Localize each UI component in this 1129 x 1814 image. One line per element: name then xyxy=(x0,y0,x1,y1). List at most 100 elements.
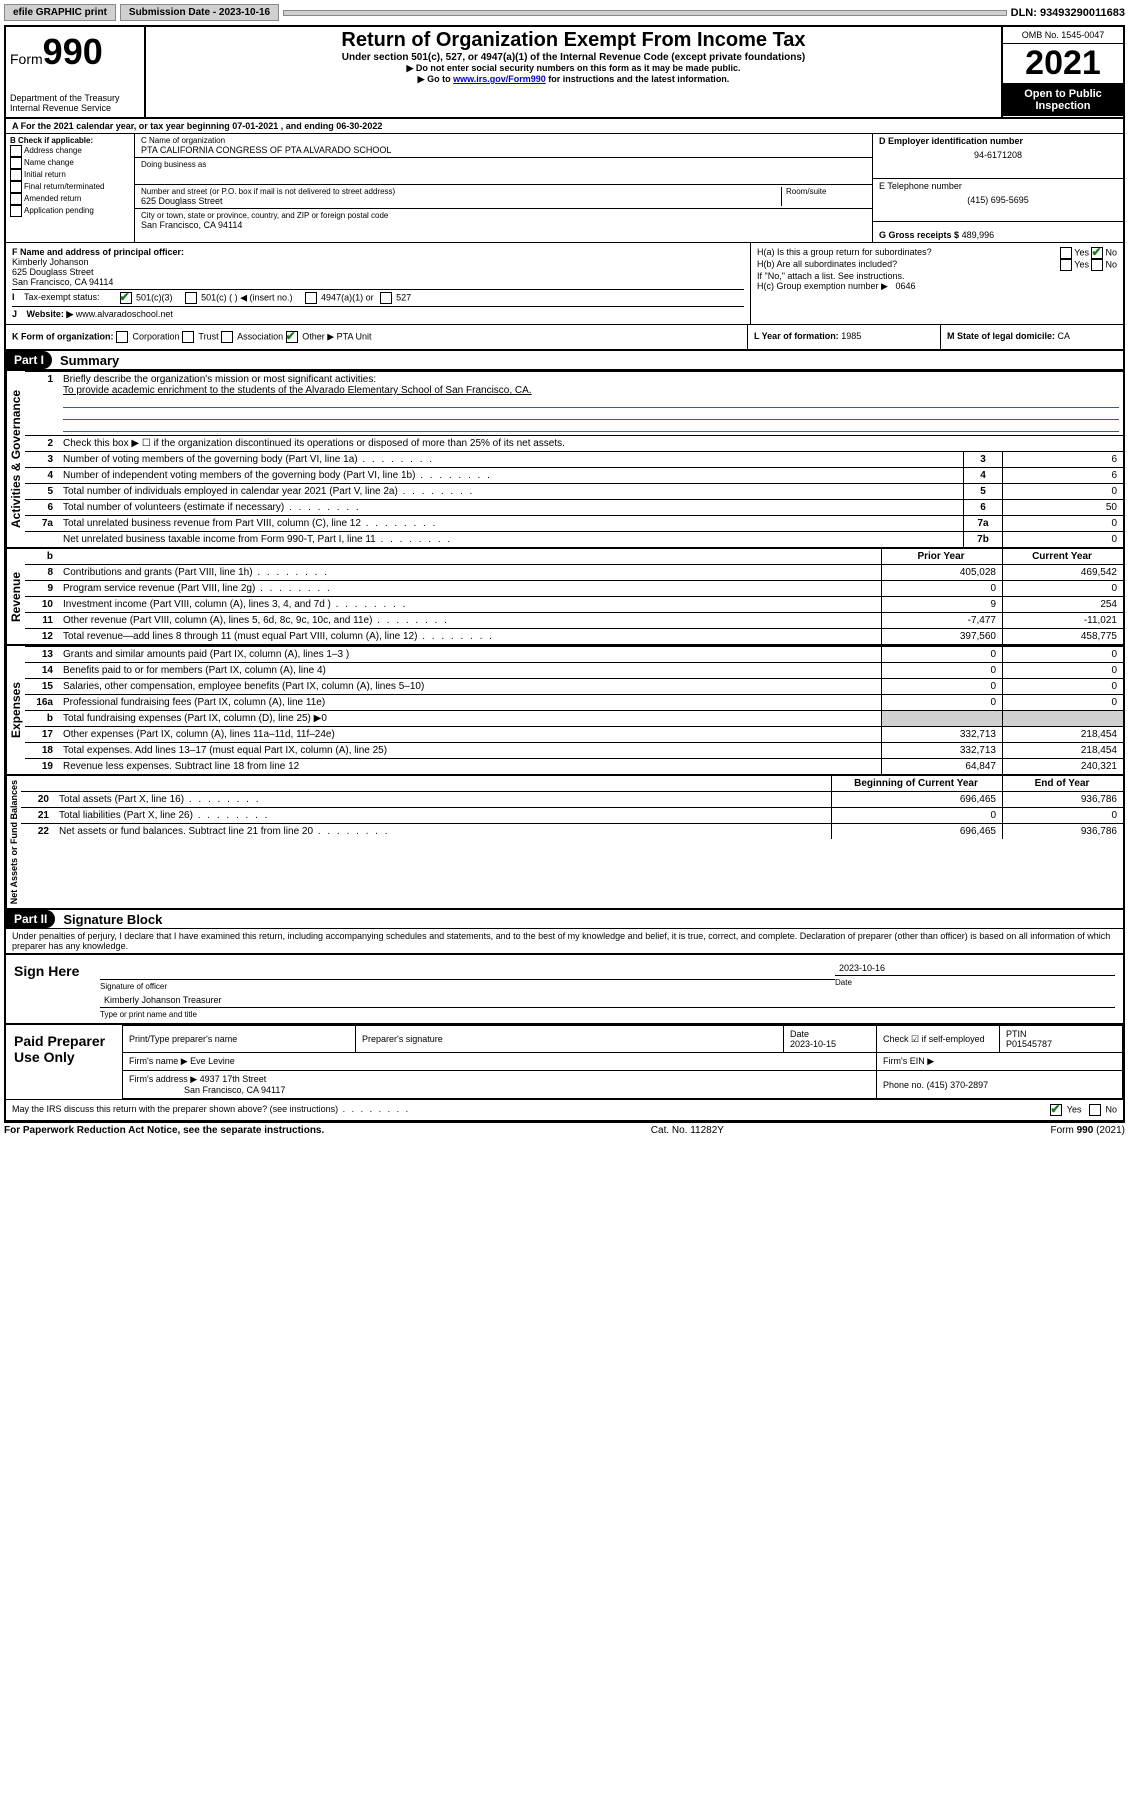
firm-addr2: San Francisco, CA 94117 xyxy=(184,1085,285,1095)
checkbox-527[interactable] xyxy=(380,292,392,304)
firm-name-label: Firm's name ▶ xyxy=(129,1056,188,1066)
sig-date-label: Date xyxy=(835,978,1115,987)
sign-block: Sign Here Signature of officer 2023-10-1… xyxy=(6,953,1123,1023)
ha-yes[interactable] xyxy=(1060,247,1072,259)
k-other[interactable] xyxy=(286,331,298,343)
declaration: Under penalties of perjury, I declare th… xyxy=(6,928,1123,953)
topbar: efile GRAPHIC print Submission Date - 20… xyxy=(4,4,1125,21)
sig-date-val: 2023-10-16 xyxy=(835,961,1115,976)
b-item-3: Final return/terminated xyxy=(24,182,104,191)
k-other-val: PTA Unit xyxy=(337,331,372,341)
m-value: CA xyxy=(1058,331,1071,341)
vert-activities: Activities & Governance xyxy=(6,371,25,547)
org-name: PTA CALIFORNIA CONGRESS OF PTA ALVARADO … xyxy=(141,145,866,155)
k-label: K Form of organization: xyxy=(12,331,114,341)
submission-date: Submission Date - 2023-10-16 xyxy=(120,4,279,21)
b-item-0: Address change xyxy=(24,146,82,155)
note2-suffix: for instructions and the latest informat… xyxy=(546,74,730,84)
hb-yes[interactable] xyxy=(1060,259,1072,271)
gross-receipts: 489,996 xyxy=(962,230,995,240)
vert-netassets: Net Assets or Fund Balances xyxy=(6,776,21,908)
checkbox-501c3[interactable] xyxy=(120,292,132,304)
ha-no-label: No xyxy=(1105,247,1117,257)
col-prior: Prior Year xyxy=(882,549,1003,564)
checkbox-amended[interactable] xyxy=(10,193,22,205)
section-c: C Name of organization PTA CALIFORNIA CO… xyxy=(135,134,872,242)
exp-section: Expenses 13Grants and similar amounts pa… xyxy=(6,644,1123,774)
prep-date-label: Date xyxy=(790,1029,809,1039)
form-header: Form990 Department of the Treasury Inter… xyxy=(6,27,1123,119)
footer: For Paperwork Reduction Act Notice, see … xyxy=(4,1122,1125,1136)
footer-center: Cat. No. 11282Y xyxy=(651,1125,724,1136)
l2-text: Check this box ▶ ☐ if the organization d… xyxy=(59,436,1123,452)
addr-label: Number and street (or P.O. box if mail i… xyxy=(141,187,781,196)
part1-title: Summary xyxy=(52,353,119,368)
hc-label: H(c) Group exemption number ▶ xyxy=(757,281,888,291)
e-label: E Telephone number xyxy=(879,181,1117,191)
checkbox-name[interactable] xyxy=(10,157,22,169)
i-label: I xyxy=(12,292,24,304)
501c3-label: 501(c)(3) xyxy=(136,292,173,302)
footer-right: Form 990 (2021) xyxy=(1051,1125,1125,1136)
form-prefix: Form xyxy=(10,51,43,67)
b-item-2: Initial return xyxy=(24,170,66,179)
form-container: Form990 Department of the Treasury Inter… xyxy=(4,25,1125,1122)
prep-date: 2023-10-15 xyxy=(790,1039,836,1049)
header-center: Return of Organization Exempt From Incom… xyxy=(146,27,1001,117)
a-line-text: For the 2021 calendar year, or tax year … xyxy=(21,121,383,131)
sig-name: Kimberly Johanson Treasurer xyxy=(100,993,1115,1008)
col-end: End of Year xyxy=(1003,776,1124,791)
checkbox-4947[interactable] xyxy=(305,292,317,304)
b-item-4: Amended return xyxy=(24,194,81,203)
ha-label: H(a) Is this a group return for subordin… xyxy=(757,247,1060,259)
irs-link[interactable]: www.irs.gov/Form990 xyxy=(453,74,546,84)
section-b: B Check if applicable: Address change Na… xyxy=(6,134,135,242)
header-right: OMB No. 1545-0047 2021 Open to Public In… xyxy=(1001,27,1123,117)
form-number: 990 xyxy=(43,31,103,72)
discuss-yes[interactable] xyxy=(1050,1104,1062,1116)
omb: OMB No. 1545-0047 xyxy=(1003,27,1123,44)
l-label: L Year of formation: xyxy=(754,331,839,341)
prep-sig-label: Preparer's signature xyxy=(356,1026,784,1053)
checkbox-501c[interactable] xyxy=(185,292,197,304)
rev-header: b Prior Year Current Year xyxy=(25,549,1123,564)
street-address: 625 Douglass Street xyxy=(141,196,781,206)
k-corp[interactable] xyxy=(116,331,128,343)
form-subtitle: Under section 501(c), 527, or 4947(a)(1)… xyxy=(154,52,993,63)
dba-label: Doing business as xyxy=(141,160,866,169)
checkbox-pending[interactable] xyxy=(10,205,22,217)
k-assoc[interactable] xyxy=(221,331,233,343)
b-item-5: Application pending xyxy=(24,206,94,215)
f-label: F Name and address of principal officer: xyxy=(12,247,744,257)
ptin: P01545787 xyxy=(1006,1039,1052,1049)
row-fh: F Name and address of principal officer:… xyxy=(6,242,1123,324)
b-item-1: Name change xyxy=(24,158,74,167)
department: Department of the Treasury xyxy=(10,93,140,103)
sig-officer-label: Signature of officer xyxy=(100,982,835,991)
section-deg: D Employer identification number 94-6171… xyxy=(872,134,1123,242)
k-trust[interactable] xyxy=(182,331,194,343)
checkbox-address[interactable] xyxy=(10,145,22,157)
website-value: www.alvaradoschool.net xyxy=(76,309,173,319)
firm-addr1: 4937 17th Street xyxy=(200,1074,267,1084)
rev-section: Revenue b Prior Year Current Year 8Contr… xyxy=(6,547,1123,644)
checkbox-initial[interactable] xyxy=(10,169,22,181)
efile-button[interactable]: efile GRAPHIC print xyxy=(4,4,116,21)
ag-lines: 3Number of voting members of the governi… xyxy=(25,451,1123,547)
open-public: Open to Public Inspection xyxy=(1003,84,1123,116)
officer-addr2: San Francisco, CA 94114 xyxy=(12,277,744,287)
l1-text: To provide academic enrichment to the st… xyxy=(63,385,532,396)
firm-name: Eve Levine xyxy=(190,1056,235,1066)
discuss-no[interactable] xyxy=(1089,1104,1101,1116)
ein: 94-6171208 xyxy=(879,146,1117,160)
527-label: 527 xyxy=(396,292,411,302)
k-trust-label: Trust xyxy=(198,331,218,341)
tax-year: 2021 xyxy=(1003,44,1123,84)
checkbox-final[interactable] xyxy=(10,181,22,193)
part1-body: Activities & Governance 1 Briefly descri… xyxy=(6,369,1123,547)
hb-no[interactable] xyxy=(1091,259,1103,271)
row-klm: K Form of organization: Corporation Trus… xyxy=(6,324,1123,349)
irs-label: Internal Revenue Service xyxy=(10,103,140,113)
ha-no[interactable] xyxy=(1091,247,1103,259)
m-label: M State of legal domicile: xyxy=(947,331,1055,341)
